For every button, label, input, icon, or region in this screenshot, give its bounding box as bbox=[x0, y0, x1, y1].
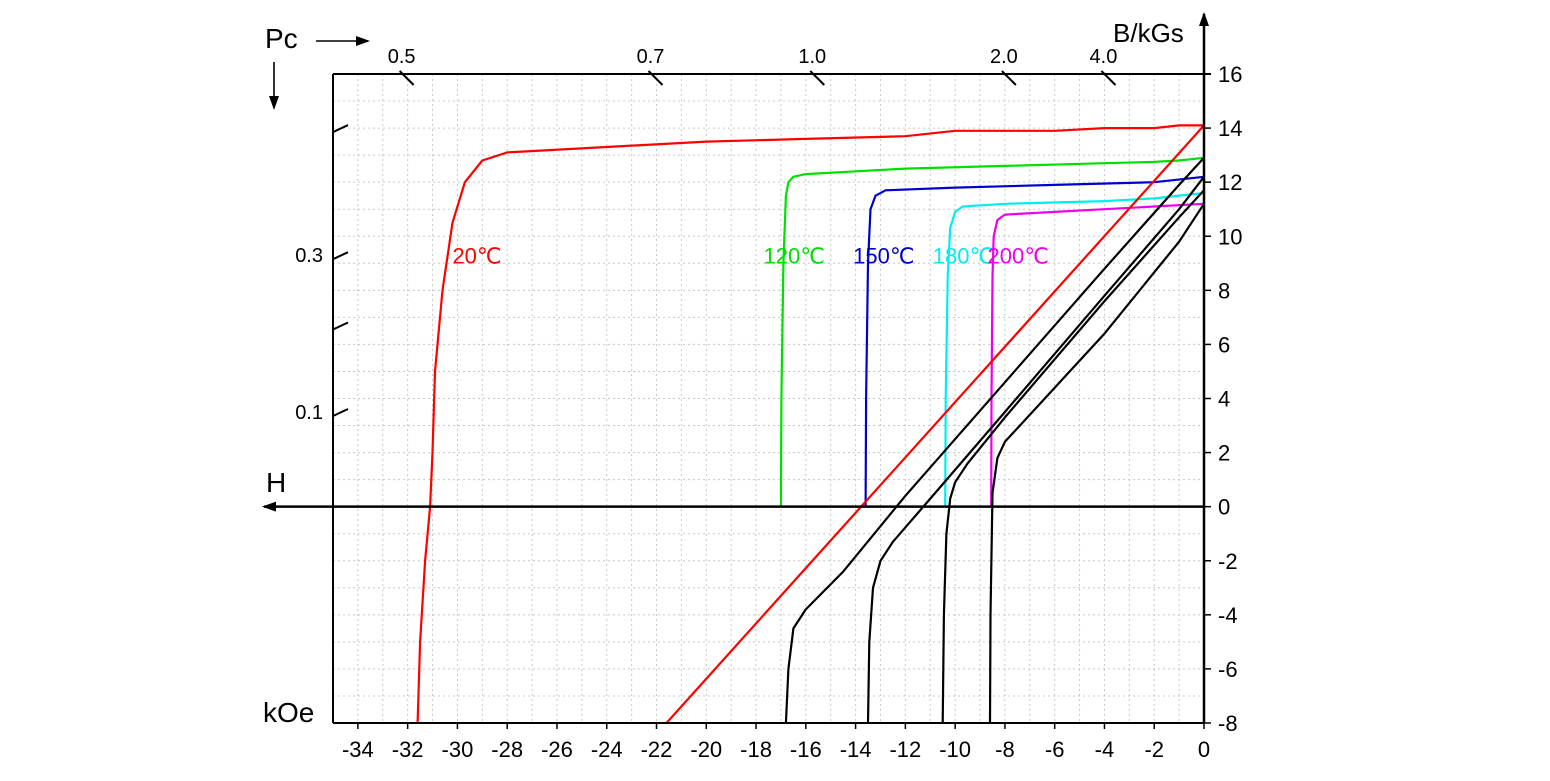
pc-axis-label: Pc bbox=[265, 23, 298, 54]
series-line bbox=[941, 189, 1205, 724]
x-tick-label: -12 bbox=[889, 737, 921, 762]
x-tick-label: -34 bbox=[342, 737, 374, 762]
series-label: 200℃ bbox=[987, 243, 1048, 268]
x-tick-label: -30 bbox=[442, 737, 474, 762]
y-tick-label: 6 bbox=[1218, 332, 1230, 357]
x-tick-label: -4 bbox=[1095, 737, 1115, 762]
y-tick-label: 0 bbox=[1218, 495, 1230, 520]
x-tick-label: -18 bbox=[740, 737, 772, 762]
y-tick-label: 4 bbox=[1218, 387, 1230, 412]
pc-tick-left bbox=[332, 321, 349, 331]
y-tick-label: 16 bbox=[1218, 62, 1242, 87]
x-tick-label: -2 bbox=[1144, 737, 1164, 762]
pc-tick-left-label: 0.1 bbox=[295, 402, 323, 424]
series-label: 180℃ bbox=[933, 243, 994, 268]
b-axis-label: B/kGs bbox=[1113, 18, 1184, 48]
x-tick-label: -16 bbox=[790, 737, 822, 762]
series-line bbox=[784, 157, 1205, 724]
pc-tick-top-label: 0.7 bbox=[637, 46, 665, 68]
x-tick-label: -6 bbox=[1045, 737, 1065, 762]
x-tick-label: -14 bbox=[840, 737, 872, 762]
pc-tick-top-label: 0.5 bbox=[388, 46, 416, 68]
y-tick-label: 10 bbox=[1218, 224, 1242, 249]
pc-tick-left-label: 0.3 bbox=[295, 245, 323, 267]
pc-tick-left bbox=[332, 124, 349, 133]
x-tick-label: -28 bbox=[491, 737, 523, 762]
y-tick-label: -6 bbox=[1218, 657, 1238, 682]
x-tick-label: -32 bbox=[392, 737, 424, 762]
y-tick-label: -8 bbox=[1218, 711, 1238, 736]
series-label: 20℃ bbox=[452, 243, 501, 268]
grid bbox=[333, 74, 1204, 723]
pc-tick-top bbox=[1100, 70, 1117, 86]
h-axis-label: H bbox=[266, 467, 286, 498]
series-line bbox=[866, 176, 1205, 724]
y-tick-label: 2 bbox=[1218, 441, 1230, 466]
pc-tick-top-label: 1.0 bbox=[798, 46, 826, 68]
x-tick-label: -26 bbox=[541, 737, 573, 762]
pc-tick-top-label: 4.0 bbox=[1090, 46, 1118, 68]
pc-tick-left bbox=[332, 408, 349, 417]
x-tick-label: 0 bbox=[1198, 737, 1210, 762]
pc-tick-top-label: 2.0 bbox=[990, 46, 1018, 68]
x-tick-label: -8 bbox=[995, 737, 1015, 762]
series-label: 120℃ bbox=[764, 243, 825, 268]
x-tick-label: -24 bbox=[591, 737, 623, 762]
series-line bbox=[779, 156, 1205, 507]
series-line bbox=[944, 191, 1205, 507]
labels: Pc B/kGs H kOe bbox=[263, 18, 1184, 728]
y-tick-label: 12 bbox=[1218, 170, 1242, 195]
x-tick-label: -10 bbox=[939, 737, 971, 762]
series-label: 150℃ bbox=[853, 243, 914, 268]
x-tick-label: -20 bbox=[690, 737, 722, 762]
x-tick-label: -22 bbox=[641, 737, 673, 762]
pc-tick-top bbox=[398, 70, 415, 86]
series-line bbox=[665, 124, 1205, 724]
y-tick-label: -2 bbox=[1218, 549, 1238, 574]
series-line bbox=[864, 175, 1205, 507]
y-tick-label: 8 bbox=[1218, 278, 1230, 303]
axes: -34 -32 -30 -28 -26 -24 -22 -20 -18 -16 -14 -12 -10-… bbox=[262, 12, 1242, 762]
y-tick-label: 14 bbox=[1218, 116, 1242, 141]
pc-tick-left bbox=[332, 251, 349, 261]
y-tick-label: -4 bbox=[1218, 603, 1238, 628]
series-line bbox=[416, 124, 1204, 724]
pc-tick-top bbox=[809, 70, 825, 86]
series-line bbox=[988, 203, 1205, 724]
pc-tick-top bbox=[1001, 70, 1017, 86]
unit-label: kOe bbox=[263, 697, 314, 728]
pc-tick-top bbox=[647, 70, 664, 86]
